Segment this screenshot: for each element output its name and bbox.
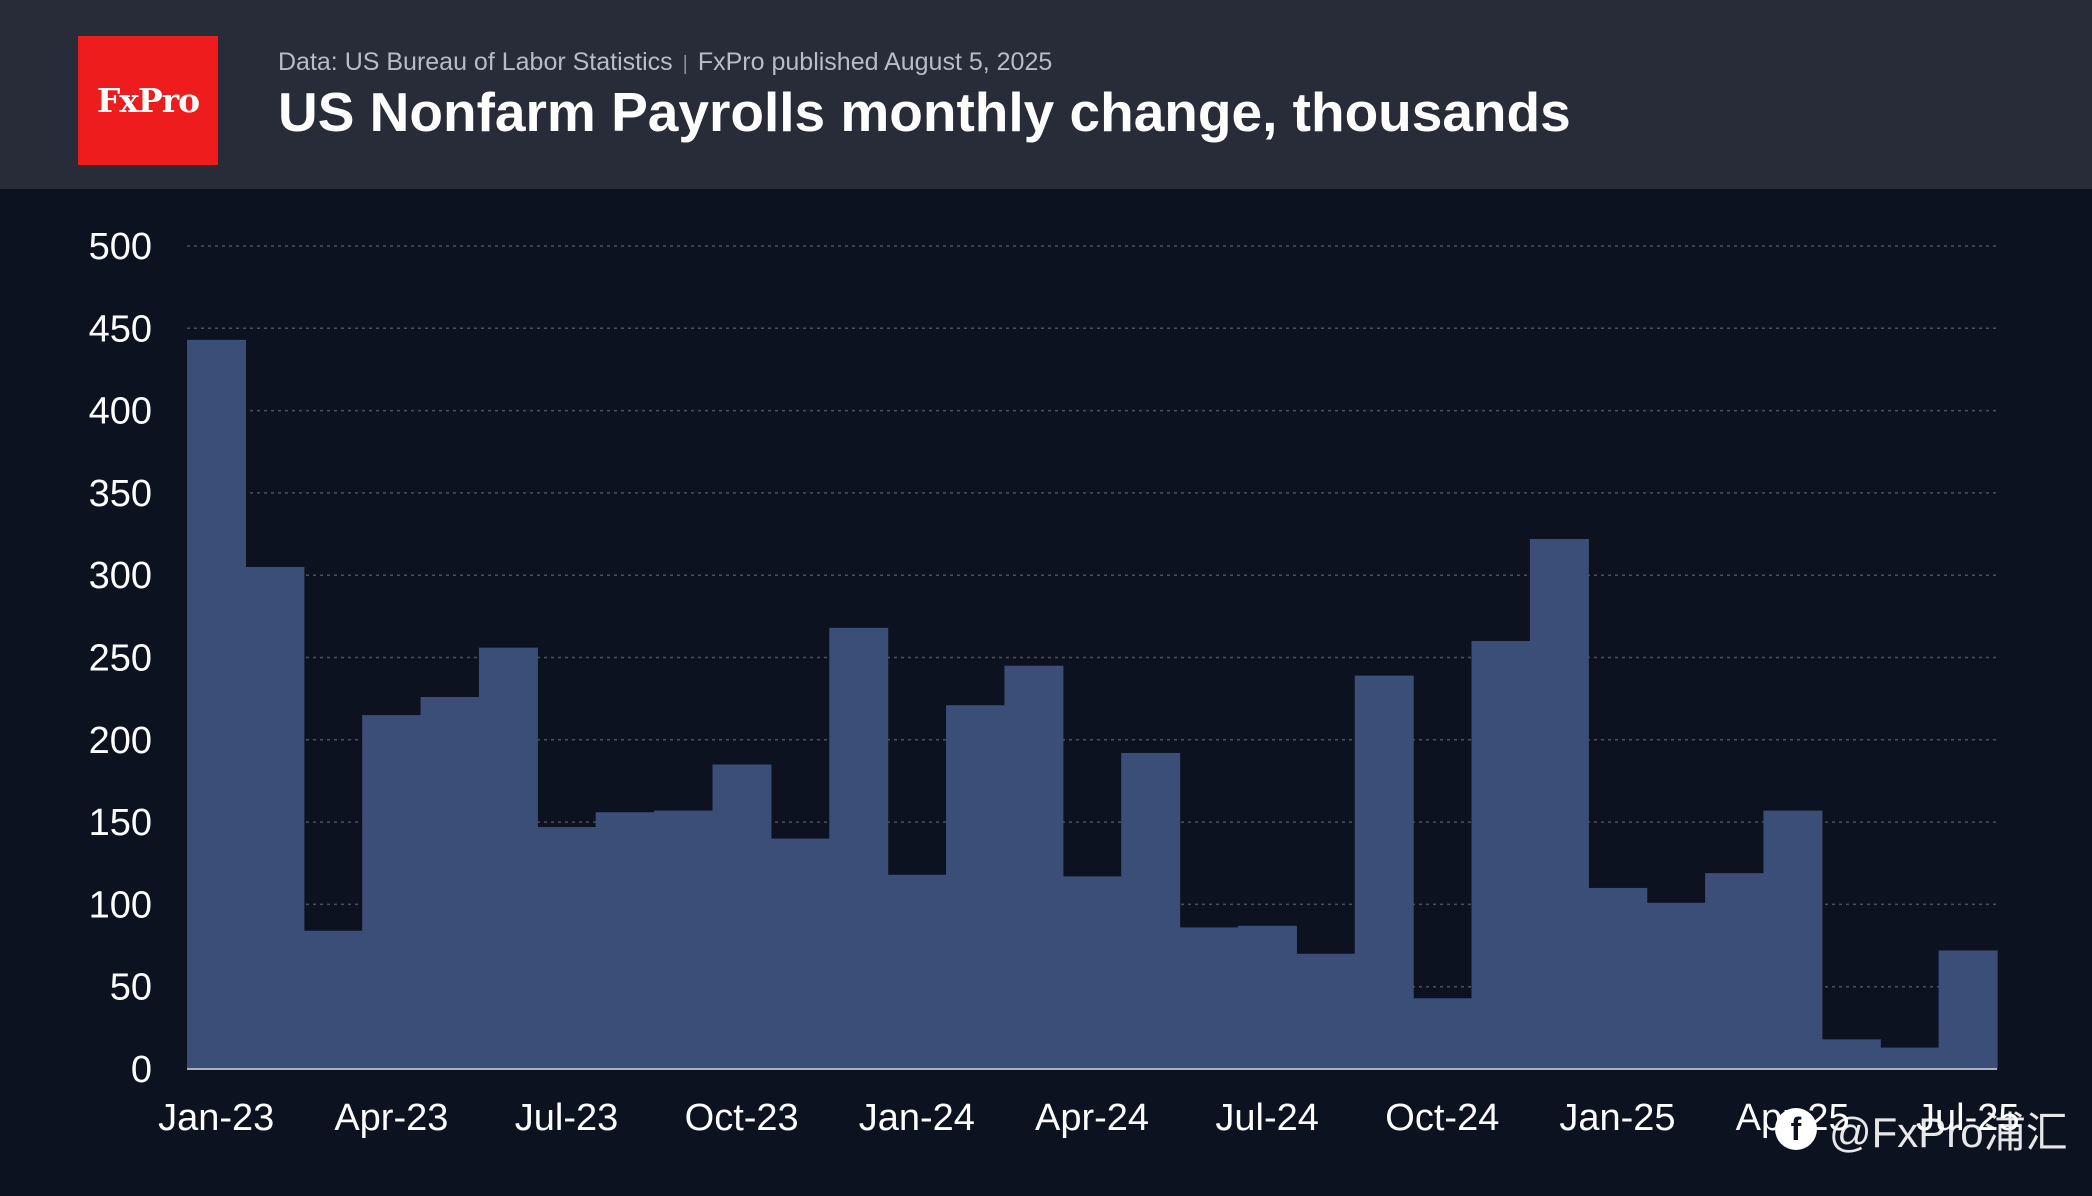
bar-May-24 (1121, 752, 1181, 1069)
y-tick-label: 100 (89, 884, 152, 926)
x-tick-label: Apr-23 (334, 1097, 448, 1139)
bars (187, 339, 1998, 1069)
bar-Jun-25 (1880, 1047, 1940, 1069)
x-tick-label: Apr-24 (1035, 1097, 1149, 1139)
bar-Nov-23 (770, 838, 830, 1069)
bar-Jan-23 (187, 339, 246, 1069)
bar-Mar-23 (303, 930, 363, 1069)
bar-May-25 (1821, 1039, 1881, 1069)
y-tick-label: 300 (89, 555, 152, 597)
y-tick-label: 200 (89, 720, 152, 762)
x-tick-label: Jan-24 (859, 1097, 975, 1139)
bar-Jul-25 (1938, 950, 1998, 1069)
weibo-logo-icon: f (1775, 1108, 1817, 1150)
bar-Jan-25 (1588, 887, 1648, 1069)
x-axis-ticks: Jan-23 Apr-23 Jul-23 Oct-23 Jan-24 Apr-24 Jul-… (158, 1097, 2019, 1139)
bar-Oct-24 (1413, 998, 1473, 1069)
bar-Feb-24 (946, 705, 1006, 1069)
bar-Apr-25 (1763, 810, 1823, 1069)
bar-Jul-23 (537, 827, 597, 1069)
x-tick-label: Oct-24 (1385, 1097, 1499, 1139)
bar-Dec-23 (829, 627, 889, 1069)
chart-title: US Nonfarm Payrolls monthly change, thou… (278, 81, 1571, 143)
y-tick-label: 500 (89, 226, 152, 268)
subtitle-separator: | (682, 53, 688, 75)
y-tick-label: 150 (89, 802, 152, 844)
bar-Aug-23 (595, 812, 655, 1069)
y-tick-label: 400 (89, 391, 152, 433)
watermark: f @FxPro浦汇 (1775, 1102, 2068, 1156)
x-tick-label: Jul-23 (515, 1097, 619, 1139)
bar-Feb-25 (1646, 902, 1706, 1069)
y-tick-label: 350 (89, 473, 152, 515)
x-tick-label: Jul-24 (1215, 1097, 1319, 1139)
chart-subtitle: Data: US Bureau of Labor Statistics | FxPr… (278, 48, 1052, 77)
bar-Jul-24 (1237, 925, 1297, 1069)
x-tick-label: Jan-23 (158, 1097, 274, 1139)
bar-Oct-23 (712, 764, 772, 1069)
bar-Nov-24 (1471, 641, 1531, 1069)
x-tick-label: Jul-25 (1916, 1097, 2020, 1139)
bar-Jan-24 (887, 874, 947, 1069)
data-source: Data: US Bureau of Labor Statistics (278, 48, 673, 76)
x-tick-label: Jan-25 (1559, 1097, 1675, 1139)
y-tick-label: 0 (131, 1049, 152, 1091)
fxpro-logo: FxPro (78, 36, 218, 165)
x-tick-label: Oct-23 (685, 1097, 799, 1139)
bar-Aug-24 (1296, 953, 1356, 1069)
bar-Feb-23 (245, 566, 305, 1069)
bar-Mar-24 (1004, 665, 1064, 1069)
bar-Dec-24 (1529, 538, 1589, 1069)
bar-Sep-23 (654, 810, 714, 1069)
bar-Apr-23 (362, 715, 422, 1069)
bar-Sep-24 (1354, 675, 1414, 1069)
header-bar: FxPro Data: US Bureau of Labor Statistic… (0, 0, 2092, 189)
y-tick-label: 450 (89, 308, 152, 350)
bar-Mar-25 (1705, 873, 1765, 1069)
publish-info: FxPro published August 5, 2025 (697, 48, 1053, 76)
bar-Jun-23 (478, 647, 538, 1069)
y-tick-label: 250 (89, 638, 152, 680)
y-tick-label: 50 (110, 967, 152, 1009)
bar-Apr-24 (1062, 876, 1122, 1069)
y-axis-ticks: 0 50 100 150 200 250 300 350 400 450 500 (89, 226, 152, 1091)
bar-May-23 (420, 697, 480, 1069)
bar-Jun-24 (1179, 927, 1239, 1069)
watermark-text: @FxPro浦汇 (1829, 1108, 2068, 1156)
